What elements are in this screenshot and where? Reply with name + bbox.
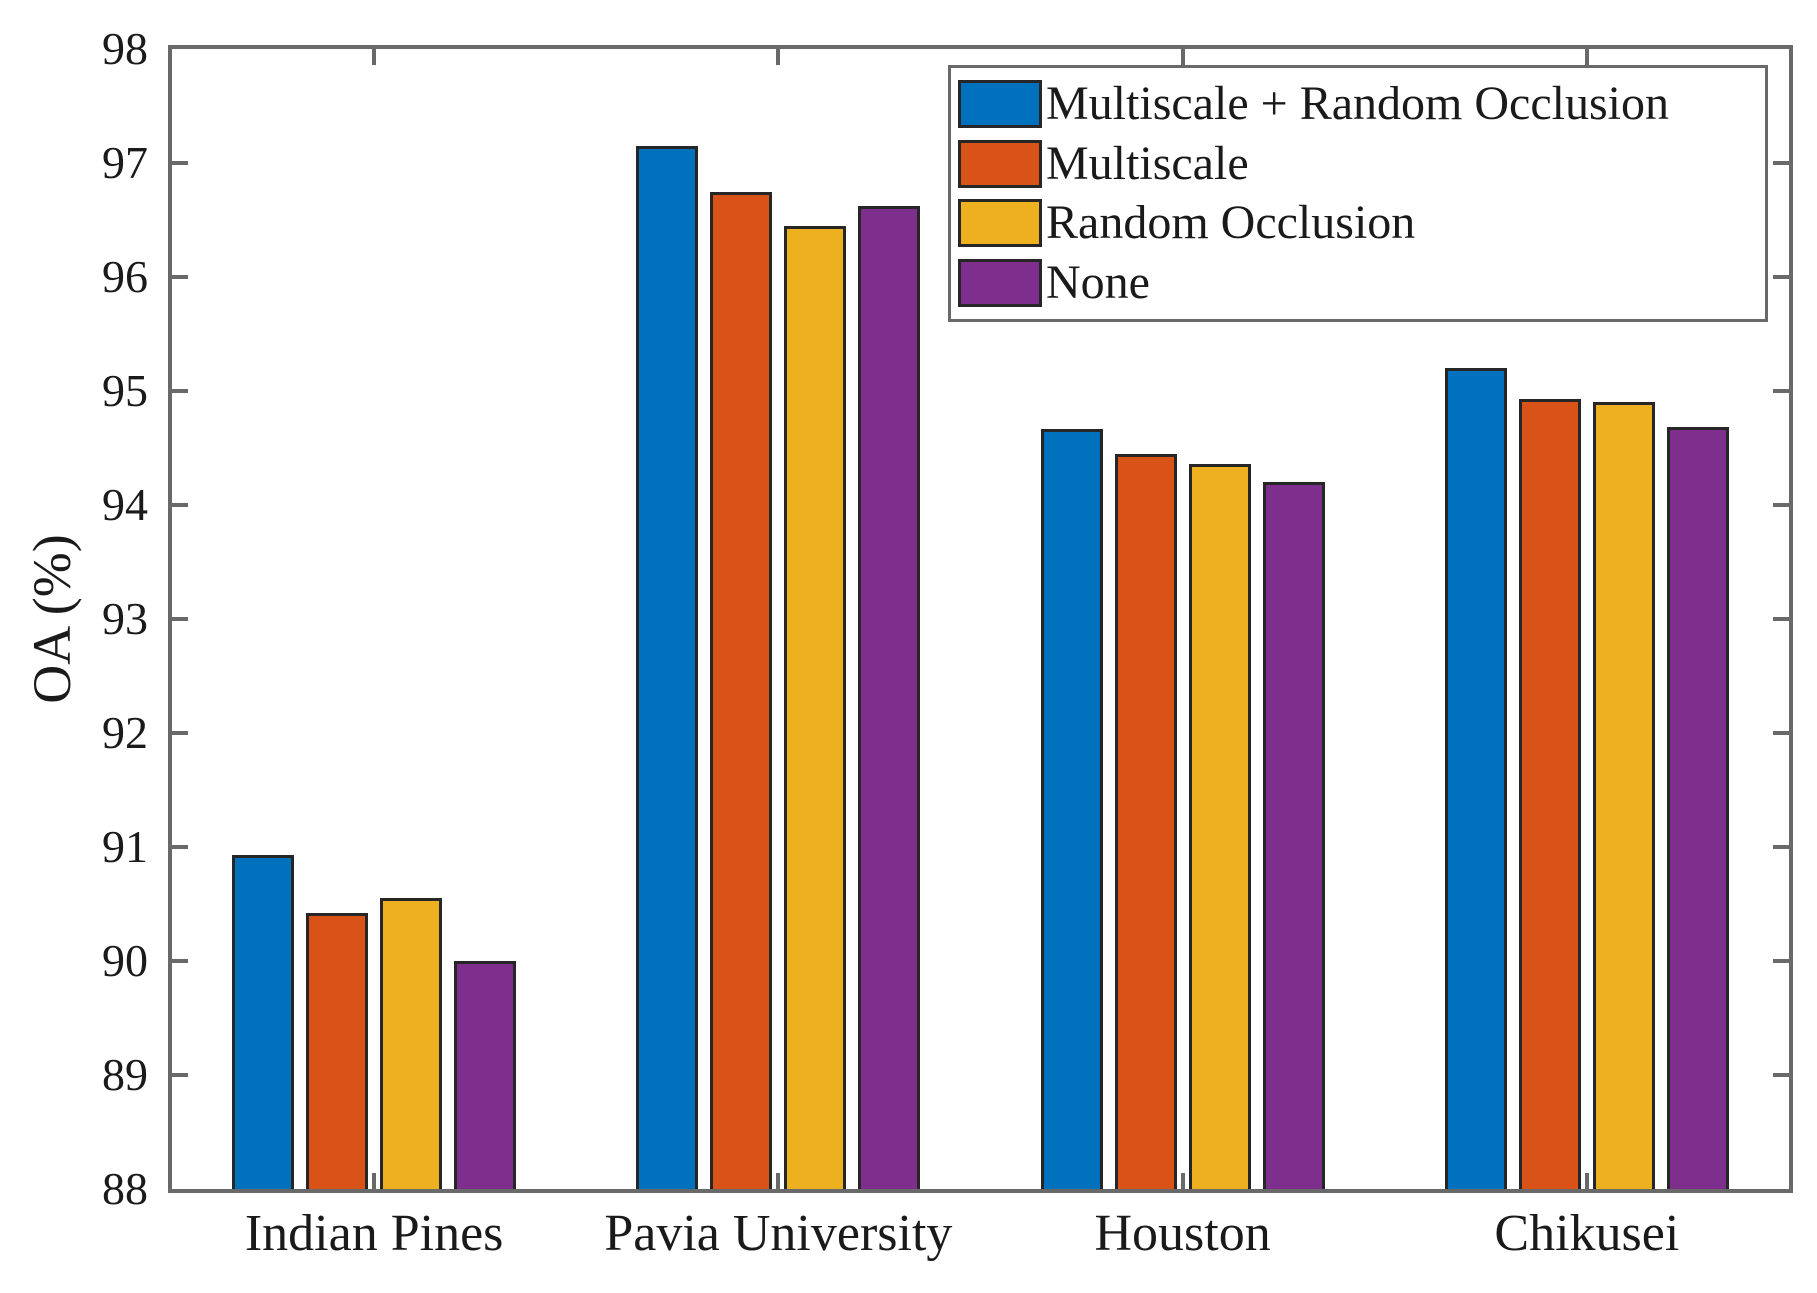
- bar-pavia-university-s1: [710, 191, 773, 1189]
- legend-swatch: [958, 199, 1042, 248]
- y-tick-left: [172, 275, 188, 279]
- y-tick-left: [172, 617, 188, 621]
- y-tick-label: 89: [102, 1049, 148, 1100]
- y-tick-left: [172, 1073, 188, 1077]
- y-tick-label: 92: [102, 707, 148, 758]
- y-tick-label: 98: [102, 23, 148, 74]
- x-category-label: Indian Pines: [244, 1205, 504, 1262]
- bar-chikusei-s0: [1444, 368, 1507, 1189]
- x-tick-top: [1180, 49, 1185, 65]
- y-tick-label: 95: [102, 365, 148, 416]
- legend-row: None: [958, 256, 1761, 310]
- bar-indian-pines-s1: [306, 913, 369, 1189]
- y-tick-label: 94: [102, 479, 148, 530]
- y-tick-label: 96: [102, 251, 148, 302]
- y-tick-label: 91: [102, 821, 148, 872]
- bar-houston-s3: [1262, 482, 1325, 1189]
- legend-label: Random Occlusion: [1046, 196, 1416, 250]
- x-category-label: Pavia University: [604, 1205, 953, 1262]
- x-category-label: Chikusei: [1494, 1205, 1680, 1262]
- bar-chikusei-s2: [1592, 402, 1655, 1189]
- bar-indian-pines-s3: [454, 961, 517, 1189]
- bar-indian-pines-s2: [380, 898, 443, 1189]
- y-tick-label: 93: [102, 593, 148, 644]
- y-tick-right: [1773, 275, 1789, 279]
- legend-swatch: [958, 79, 1042, 128]
- y-tick-left: [172, 161, 188, 165]
- legend-row: Multiscale + Random Occlusion: [958, 76, 1761, 130]
- bar-chikusei-s3: [1666, 427, 1729, 1189]
- y-tick-left: [172, 959, 188, 963]
- x-tick-top: [372, 49, 377, 65]
- x-tick-top: [1584, 49, 1589, 65]
- x-tick-top: [776, 49, 781, 65]
- x-category-label: Houston: [1094, 1205, 1271, 1262]
- plot-area: Multiscale + Random Occlusion Multiscale R…: [168, 45, 1793, 1193]
- y-tick-right: [1773, 389, 1789, 393]
- y-tick-left: [172, 389, 188, 393]
- legend-swatch: [958, 259, 1042, 308]
- y-tick-label: 97: [102, 137, 148, 188]
- bar-pavia-university-s2: [784, 225, 847, 1189]
- y-tick-left: [172, 845, 188, 849]
- legend: Multiscale + Random Occlusion Multiscale R…: [948, 65, 1768, 322]
- y-tick-label: 90: [102, 935, 148, 986]
- y-tick-right: [1773, 503, 1789, 507]
- x-tick-bottom: [1584, 1173, 1589, 1189]
- y-tick-right: [1773, 161, 1789, 165]
- y-tick-right: [1773, 617, 1789, 621]
- legend-swatch: [958, 139, 1042, 188]
- legend-label: Multiscale + Random Occlusion: [1046, 76, 1669, 130]
- legend-label: None: [1046, 256, 1150, 310]
- legend-label: Multiscale: [1046, 136, 1249, 190]
- bar-houston-s0: [1040, 428, 1103, 1189]
- y-tick-right: [1773, 845, 1789, 849]
- legend-row: Random Occlusion: [958, 196, 1761, 250]
- y-tick-right: [1773, 959, 1789, 963]
- y-tick-left: [172, 503, 188, 507]
- bar-pavia-university-s3: [858, 206, 921, 1189]
- bar-indian-pines-s0: [232, 854, 295, 1189]
- legend-row: Multiscale: [958, 136, 1761, 190]
- x-tick-bottom: [1180, 1173, 1185, 1189]
- y-tick-left: [172, 731, 188, 735]
- x-tick-bottom: [776, 1173, 781, 1189]
- y-tick-label: 88: [102, 1163, 148, 1214]
- x-tick-bottom: [372, 1173, 377, 1189]
- bar-houston-s2: [1188, 463, 1251, 1189]
- bar-pavia-university-s0: [636, 145, 699, 1189]
- bar-chikusei-s1: [1518, 398, 1581, 1189]
- bar-houston-s1: [1114, 453, 1177, 1189]
- y-tick-right: [1773, 731, 1789, 735]
- y-tick-right: [1773, 1073, 1789, 1077]
